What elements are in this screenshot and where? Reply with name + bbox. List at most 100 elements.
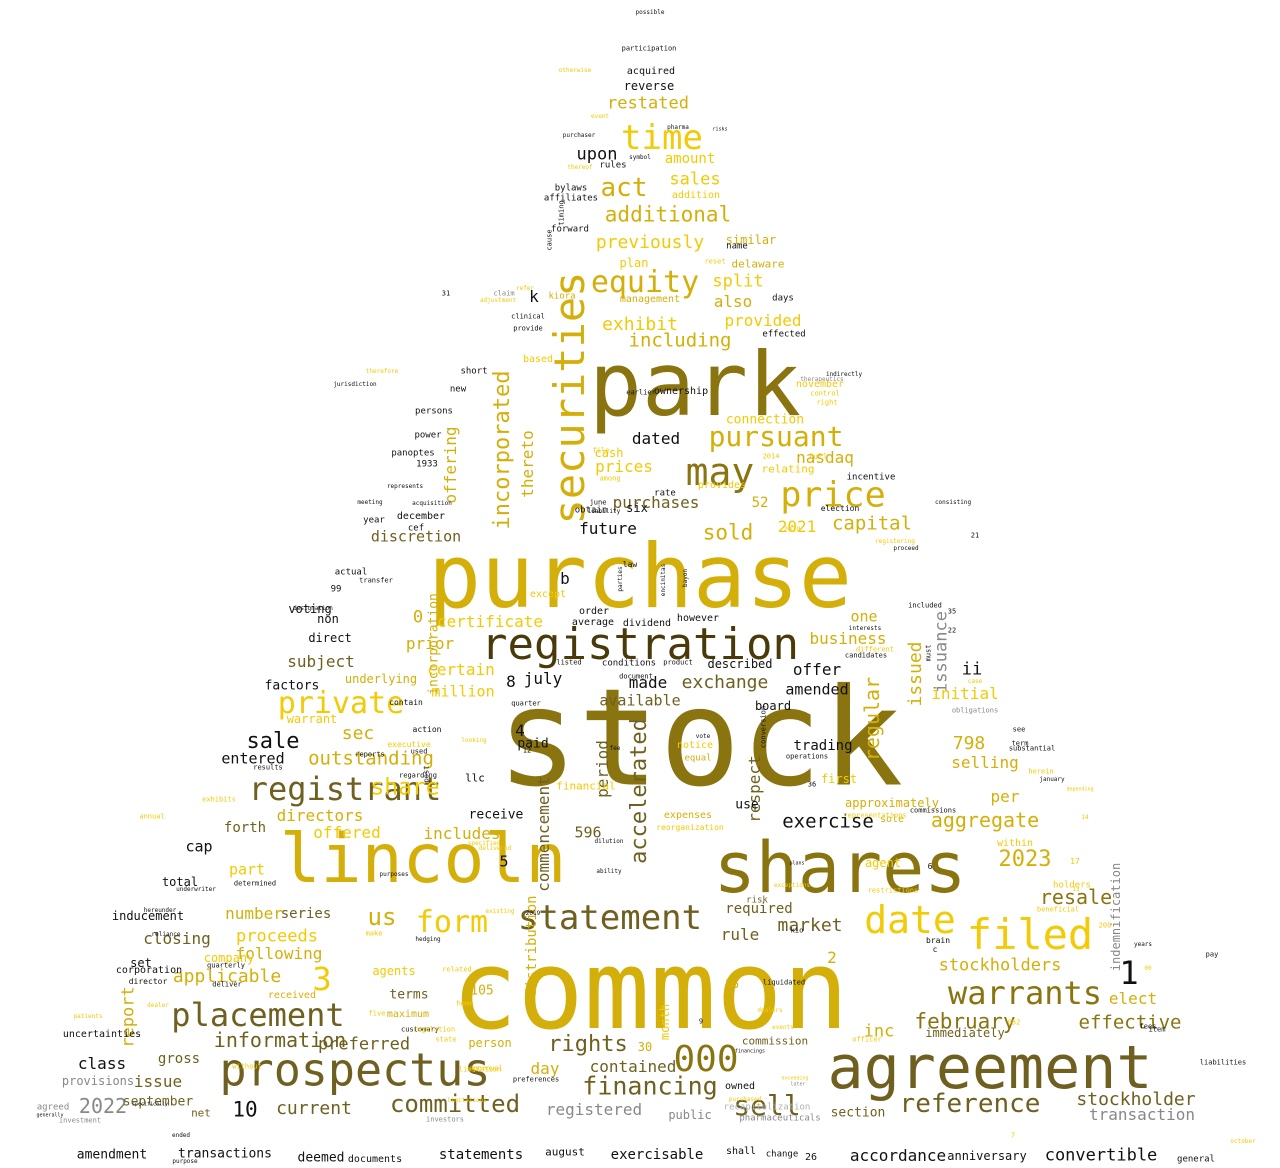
cloud-word: exceeding	[781, 1075, 809, 1082]
cloud-word: exceptions	[773, 882, 811, 889]
cloud-word: voting	[288, 602, 332, 616]
cloud-word: claim	[493, 289, 515, 298]
cloud-word: securities	[545, 271, 594, 525]
cloud-word: right	[816, 398, 838, 407]
cloud-word: financings	[734, 1048, 766, 1055]
cloud-word: however	[676, 613, 720, 624]
cloud-word: 00	[1144, 965, 1152, 972]
cloud-word: 596	[574, 823, 602, 842]
cloud-word: kiora	[548, 291, 576, 302]
cloud-word: 21	[970, 531, 980, 540]
cloud-word: indemnification	[1109, 862, 1123, 972]
cloud-word: information	[213, 1028, 347, 1052]
cloud-word: uncertainties	[62, 1029, 142, 1040]
cloud-word: immediately	[925, 1026, 1005, 1040]
cloud-word: action	[412, 725, 442, 734]
cloud-word: accelerated	[627, 718, 652, 864]
cloud-word: looking	[461, 737, 487, 744]
cloud-word: exchange	[681, 672, 769, 693]
cloud-word: risks	[712, 126, 728, 133]
cloud-word: agreement	[827, 1033, 1153, 1103]
cloud-word: herein	[1028, 767, 1054, 776]
cloud-word: candidates	[844, 651, 888, 660]
cloud-word: quarterly	[207, 961, 245, 970]
cloud-word: 22	[947, 626, 957, 635]
cloud-word: 1933	[416, 459, 438, 470]
cloud-word: used	[410, 747, 428, 756]
cloud-word: resale	[1039, 885, 1113, 909]
cloud-word: per	[990, 787, 1020, 806]
cloud-word: equity	[590, 265, 700, 300]
cloud-word: act	[600, 173, 648, 203]
cloud-word: participation	[621, 44, 677, 53]
cloud-word: additional	[604, 202, 732, 227]
cloud-word: closing	[143, 929, 211, 948]
cloud-word: date	[864, 898, 956, 942]
cloud-word: similar	[725, 233, 777, 247]
cloud-word: park	[589, 333, 801, 436]
cloud-word: regarding	[399, 771, 437, 780]
cloud-word: capital	[831, 512, 913, 535]
cloud-word: included	[908, 601, 942, 610]
cloud-word: factors	[264, 678, 320, 694]
cloud-word: october	[1230, 1138, 1256, 1145]
cloud-word: substantial	[1008, 744, 1056, 753]
cloud-word: shares	[713, 827, 967, 909]
cloud-word: symbol	[629, 154, 651, 161]
cloud-word: underwriter	[176, 886, 216, 893]
cloud-word: placement	[171, 996, 345, 1034]
cloud-word: consisting	[934, 499, 972, 506]
cloud-word: includes	[423, 824, 501, 843]
cloud-word: liquidated	[762, 978, 806, 987]
cloud-word: related	[442, 965, 472, 974]
cloud-word: 36	[807, 780, 817, 789]
cloud-word: amount	[664, 151, 716, 167]
cloud-word: sales	[669, 169, 721, 190]
cloud-word: documents	[347, 1154, 403, 1165]
cloud-word: subject	[287, 652, 355, 671]
cloud-word: therapeutics	[800, 376, 844, 383]
cloud-word: initial	[931, 684, 999, 703]
cloud-word: 14	[1081, 814, 1089, 821]
cloud-word: required	[725, 901, 793, 917]
cloud-word: february	[914, 1009, 1016, 1034]
cloud-word: parties	[617, 566, 624, 592]
cloud-word: vote	[695, 733, 711, 740]
cloud-word: commissions	[909, 806, 957, 815]
cloud-word: rule	[720, 925, 760, 944]
cloud-word: reference	[899, 1089, 1041, 1119]
cloud-word: 7	[1010, 1131, 1016, 1140]
cloud-word: selling	[951, 753, 1019, 772]
cloud-word: 2014	[762, 452, 780, 461]
cloud-word: certificate	[437, 612, 543, 631]
cloud-word: purposes	[379, 871, 409, 878]
cloud-word: limitation	[458, 1065, 502, 1074]
cloud-word: liability	[587, 508, 621, 515]
cloud-word: board	[754, 699, 792, 713]
cloud-word: cap	[185, 837, 213, 856]
cloud-word: reports	[355, 750, 385, 759]
cloud-word: among	[599, 474, 621, 483]
cloud-word: effective	[1078, 1011, 1182, 1034]
cloud-word: average	[571, 617, 615, 628]
cloud-word: effected	[762, 329, 806, 340]
cloud-word: day	[530, 1059, 560, 1078]
cloud-word: jurisdiction	[333, 381, 377, 388]
cloud-word: hedging	[415, 936, 441, 943]
cloud-word: registrant	[248, 770, 442, 808]
cloud-word: dilution	[594, 838, 624, 845]
cloud-word: operations	[785, 752, 829, 761]
cloud-word: contained	[589, 1057, 677, 1076]
cloud-word: home	[456, 999, 474, 1008]
cloud-word: sold	[702, 520, 754, 545]
cloud-word: 13	[1072, 886, 1080, 893]
cloud-word: days	[772, 293, 794, 304]
cloud-word: exhibits	[202, 795, 236, 804]
cloud-word: 17	[1070, 857, 1080, 866]
cloud-word: inc	[863, 1021, 895, 1042]
cloud-word: form	[415, 905, 489, 940]
cloud-word: total	[161, 875, 199, 889]
cloud-word: management	[619, 294, 681, 305]
cloud-word: year	[363, 515, 385, 526]
cloud-word: ii	[961, 659, 983, 680]
